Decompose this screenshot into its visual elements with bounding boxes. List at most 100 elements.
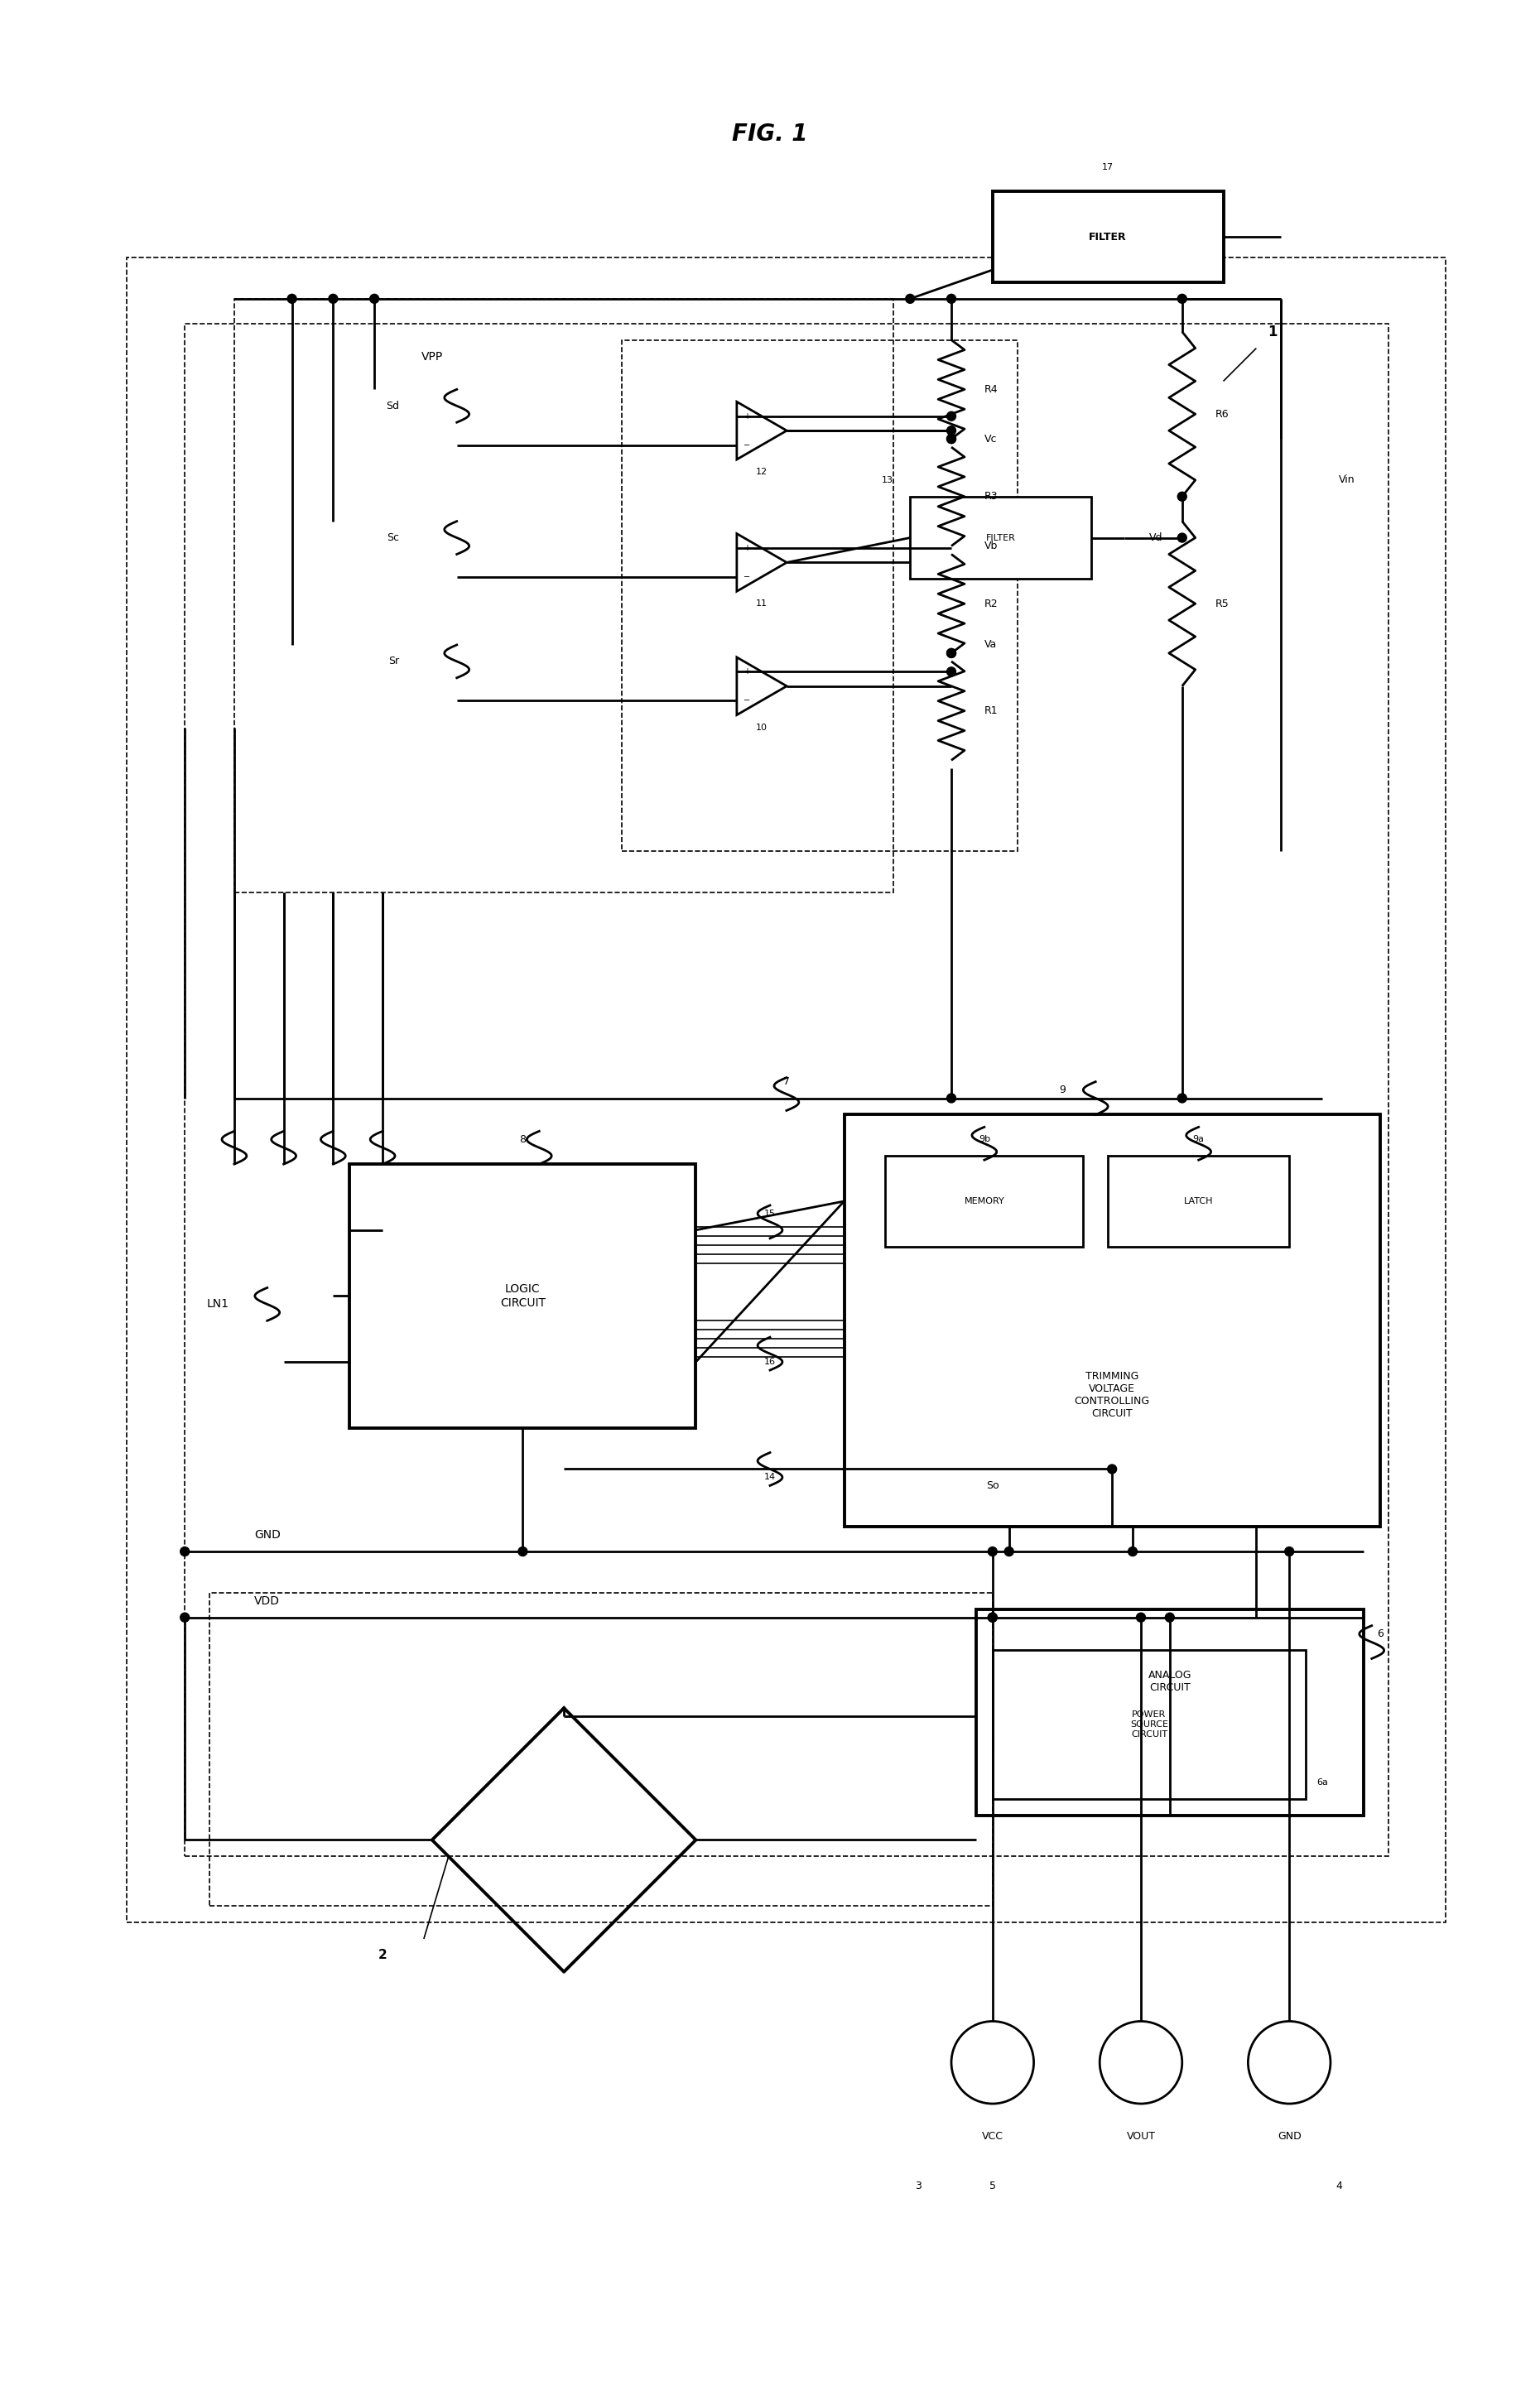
Bar	[622, 340, 1018, 850]
Circle shape	[947, 667, 956, 676]
Circle shape	[989, 1612, 996, 1621]
Circle shape	[947, 540, 956, 550]
Text: R2: R2	[984, 598, 998, 610]
Bar	[886, 1155, 1083, 1248]
Text: VPP: VPP	[422, 350, 444, 362]
Bar	[976, 1610, 1363, 1814]
Text: 14: 14	[764, 1474, 776, 1481]
Circle shape	[947, 648, 956, 657]
Text: 11: 11	[756, 600, 767, 607]
Text: VOUT: VOUT	[1126, 2131, 1155, 2143]
Text: −: −	[744, 440, 750, 450]
Bar	[350, 1164, 696, 1429]
Circle shape	[1004, 1548, 1013, 1557]
Text: ANALOG
CIRCUIT: ANALOG CIRCUIT	[1147, 1669, 1192, 1693]
Text: FILTER: FILTER	[1089, 231, 1127, 243]
Text: +: +	[744, 667, 750, 676]
Text: 9b: 9b	[978, 1136, 990, 1143]
Circle shape	[1178, 1093, 1187, 1102]
Text: 4: 4	[1335, 2181, 1341, 2191]
Bar	[993, 1650, 1306, 1798]
Circle shape	[1137, 1612, 1146, 1621]
Bar	[128, 257, 1446, 1921]
Text: Vb: Vb	[984, 540, 998, 552]
Text: LATCH: LATCH	[1184, 1198, 1214, 1205]
Bar	[209, 1593, 993, 1905]
Text: −: −	[744, 574, 750, 581]
Text: 9a: 9a	[1194, 1136, 1204, 1143]
Text: Sc: Sc	[387, 533, 399, 543]
Text: +: +	[744, 543, 750, 552]
Text: R6: R6	[1215, 410, 1229, 419]
Text: So: So	[986, 1481, 999, 1491]
Text: MEMORY: MEMORY	[964, 1198, 1004, 1205]
Text: 3: 3	[915, 2181, 921, 2191]
Text: FILTER: FILTER	[986, 533, 1016, 543]
Bar	[1107, 1155, 1289, 1248]
Circle shape	[947, 433, 956, 443]
Text: 1: 1	[1267, 324, 1278, 338]
Text: POWER
SOURCE
CIRCUIT: POWER SOURCE CIRCUIT	[1130, 1712, 1169, 1738]
Circle shape	[517, 1548, 527, 1557]
Text: Sr: Sr	[388, 657, 399, 667]
Bar	[844, 1114, 1380, 1526]
Circle shape	[370, 295, 379, 302]
Text: +: +	[744, 412, 750, 421]
Circle shape	[947, 543, 956, 552]
Circle shape	[989, 1548, 996, 1557]
Circle shape	[1284, 1548, 1294, 1557]
Circle shape	[989, 1612, 996, 1621]
Circle shape	[947, 295, 956, 302]
Text: 16: 16	[764, 1357, 776, 1367]
Bar	[993, 190, 1223, 283]
Text: TRIMMING
VOLTAGE
CONTROLLING
CIRCUIT: TRIMMING VOLTAGE CONTROLLING CIRCUIT	[1075, 1371, 1150, 1419]
Text: VCC: VCC	[983, 2131, 1004, 2143]
Text: 6a: 6a	[1317, 1779, 1327, 1786]
Text: 6: 6	[1377, 1629, 1383, 1638]
Text: Vd: Vd	[1149, 533, 1163, 543]
Text: LN1: LN1	[206, 1298, 229, 1310]
Circle shape	[947, 412, 956, 421]
Text: R3: R3	[984, 490, 998, 502]
Text: 10: 10	[756, 724, 767, 731]
Circle shape	[947, 540, 956, 550]
Text: GND: GND	[1277, 2131, 1301, 2143]
Text: R1: R1	[984, 705, 998, 717]
Text: 9: 9	[1060, 1086, 1066, 1095]
Circle shape	[180, 1548, 189, 1557]
Text: 12: 12	[756, 467, 767, 476]
Text: LOGIC
CIRCUIT: LOGIC CIRCUIT	[500, 1283, 545, 1310]
Text: 7: 7	[784, 1076, 790, 1088]
Circle shape	[906, 295, 915, 302]
Circle shape	[947, 648, 956, 657]
Text: 17: 17	[1103, 162, 1113, 171]
Text: 13: 13	[882, 476, 893, 483]
Circle shape	[947, 1093, 956, 1102]
Text: 2: 2	[379, 1950, 387, 1962]
Text: Sd: Sd	[387, 400, 399, 412]
Text: GND: GND	[254, 1529, 280, 1541]
Circle shape	[1178, 493, 1187, 500]
Circle shape	[1107, 1464, 1116, 1474]
Circle shape	[180, 1612, 189, 1621]
Circle shape	[1129, 1548, 1137, 1557]
Bar	[185, 324, 1388, 1857]
Text: VDD: VDD	[254, 1595, 280, 1607]
Text: R5: R5	[1215, 598, 1229, 610]
Bar	[234, 298, 893, 893]
Text: −: −	[744, 695, 750, 705]
Circle shape	[1166, 1612, 1175, 1621]
Text: 5: 5	[989, 2181, 996, 2191]
Circle shape	[947, 433, 956, 443]
Text: Va: Va	[984, 640, 996, 650]
Circle shape	[1252, 1612, 1261, 1621]
Circle shape	[1178, 533, 1187, 543]
Text: 8: 8	[519, 1133, 527, 1145]
Text: 15: 15	[764, 1210, 776, 1217]
Circle shape	[288, 295, 297, 302]
Circle shape	[328, 295, 337, 302]
Text: FIG. 1: FIG. 1	[732, 121, 809, 145]
Circle shape	[947, 426, 956, 436]
Text: R4: R4	[984, 383, 998, 395]
Bar	[910, 498, 1092, 579]
